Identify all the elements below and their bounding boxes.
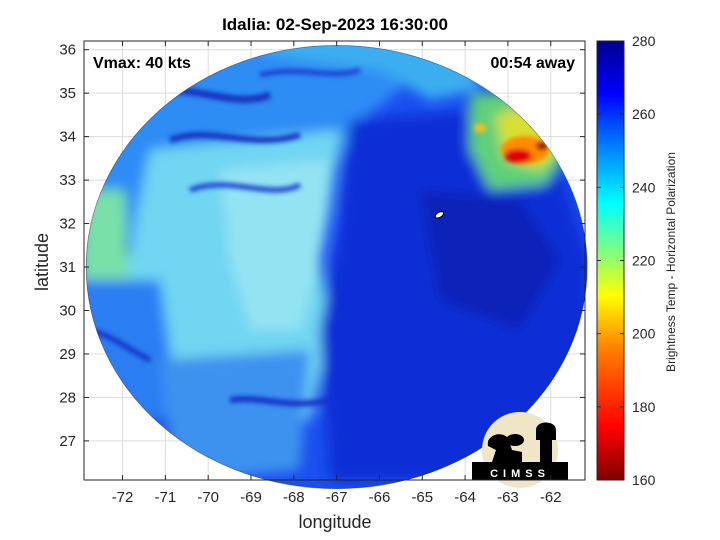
x-tick-label: -63 [497, 489, 519, 506]
y-tick-label: 31 [59, 259, 76, 276]
warm-core-red [504, 149, 532, 163]
streak-4 [259, 67, 361, 78]
cimss-logo: CIMSS [472, 412, 568, 488]
x-tick-label: -66 [369, 489, 391, 506]
x-axis-label: longitude [298, 512, 371, 532]
chart-title: Idalia: 02-Sep-2023 16:30:00 [222, 15, 448, 34]
colorbar-ticks: 160 180 200 220 240 260 280 [597, 33, 656, 488]
y-tick-label: 36 [59, 42, 76, 59]
axes-frame [83, 40, 586, 481]
colorbar-tick-label: 280 [632, 33, 656, 49]
y-tick-label: 27 [59, 433, 76, 450]
x-tick-label: -72 [112, 489, 134, 506]
colorbar: 160 180 200 220 240 260 280 Brightness Temp - … [596, 33, 678, 488]
x-tick-label: -70 [197, 489, 219, 506]
streak-5 [229, 395, 331, 407]
streak-3 [189, 182, 302, 193]
time-away-annotation: 00:54 away [490, 55, 575, 72]
colorbar-tick-label: 240 [632, 179, 656, 195]
x-tick-label: -64 [454, 489, 476, 506]
plot-area: Vmax: 40 kts 00:54 away CIMSS -72 -71 -70-… [59, 40, 588, 506]
y-tick-label: 33 [59, 172, 76, 189]
storm-center-shape [434, 211, 445, 219]
colorbar-tick-label: 160 [632, 472, 656, 488]
warm-core-dark [536, 142, 548, 150]
region-south-central [160, 350, 310, 480]
colorbar-tick-label: 200 [632, 326, 656, 342]
vmax-annotation: Vmax: 40 kts [93, 55, 191, 72]
streak-2 [168, 132, 301, 143]
x-tick-label: -69 [240, 489, 262, 506]
x-tick-label: -65 [411, 489, 433, 506]
region-west-light [220, 160, 330, 330]
x-tick-label: -62 [540, 489, 562, 506]
logo-dish-right [506, 434, 524, 446]
colorbar-tick-label: 220 [632, 253, 656, 269]
y-tick-label: 28 [59, 389, 76, 406]
y-ticks: 27 28 29 30 31 32 33 34 35 36 [59, 42, 585, 450]
warm-spot-small [474, 123, 486, 133]
logo-text: CIMSS [490, 468, 550, 480]
logo-dish-left [488, 436, 508, 448]
region-east-deep [420, 190, 560, 330]
y-tick-label: 30 [59, 302, 76, 319]
colorbar-label: Brightness Temp - Horizontal Polarizatio… [664, 152, 678, 372]
y-axis-label: latitude [32, 233, 52, 291]
colorbar-gradient [596, 40, 625, 481]
x-tick-label: -67 [326, 489, 348, 506]
x-tick-label: -71 [155, 489, 177, 506]
x-ticks: -72 -71 -70 -69 -68 -67 -66 -65 -64 -63 -62 [112, 41, 562, 506]
y-tick-label: 35 [59, 85, 76, 102]
storm-center-marker [434, 211, 445, 219]
colorbar-tick-label: 260 [632, 106, 656, 122]
y-tick-label: 32 [59, 216, 76, 233]
x-tick-label: -68 [283, 489, 305, 506]
y-tick-label: 29 [59, 346, 76, 363]
colorbar-tick-label: 180 [632, 399, 656, 415]
y-tick-label: 34 [59, 129, 76, 146]
region-far-west [86, 190, 130, 300]
